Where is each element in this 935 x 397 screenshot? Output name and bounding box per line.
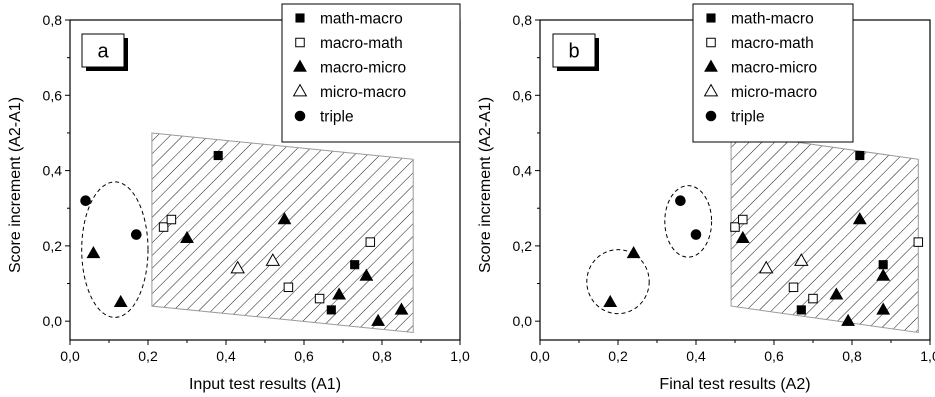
legend-label: macro-micro: [320, 60, 406, 77]
x-tick-label: 0,2: [138, 348, 158, 364]
chart-panel-a: 0,0 0,2 0,4 0,6 0,8 1,0 0,0 0,2 0,4 0,6 0,8 Input…: [7, 4, 470, 393]
legend-marker-math-macro: [707, 14, 716, 23]
panel-label-box: b: [553, 34, 599, 71]
x-tick-label: 0,0: [530, 348, 550, 364]
panel-label: b: [568, 41, 579, 63]
legend-label: macro-micro: [731, 60, 817, 77]
data-point-macro-micro: [627, 247, 640, 258]
data-point-math-macro: [327, 306, 336, 315]
legend-label: triple: [320, 109, 354, 126]
data-point-math-macro: [214, 151, 223, 160]
data-point-macro-math: [789, 283, 798, 292]
x-tick-label: 0,6: [764, 348, 784, 364]
y-tick-label: 0,8: [43, 12, 63, 28]
data-point-triple: [81, 196, 91, 206]
y-tick-label: 0,0: [513, 313, 533, 329]
data-point-macro-math: [809, 294, 818, 303]
legend: math-macro macro-math macro-micro micro-mac…: [693, 4, 853, 142]
y-tick-label: 0,2: [513, 238, 533, 254]
x-tick-label: 0,2: [608, 348, 628, 364]
data-point-macro-math: [315, 294, 324, 303]
y-tick-label: 0,6: [513, 87, 533, 103]
dashed-ellipses: [587, 186, 712, 314]
hatched-region: [152, 133, 413, 333]
data-point-macro-micro: [604, 296, 617, 307]
data-point-macro-math: [159, 223, 168, 232]
data-point-math-macro: [879, 260, 888, 269]
y-tick-label: 0,4: [513, 163, 533, 179]
legend-label: math-macro: [320, 11, 403, 28]
data-point-math-macro: [350, 260, 359, 269]
legend-label: triple: [731, 109, 765, 126]
dashed-ellipse: [587, 250, 649, 314]
data-point-macro-math: [731, 223, 740, 232]
x-tick-label: 0,4: [216, 348, 236, 364]
data-point-math-macro: [797, 306, 806, 315]
x-tick-label: 0,0: [60, 348, 80, 364]
y-tick-label: 0,2: [43, 238, 63, 254]
legend-marker-macro-math: [296, 38, 305, 47]
x-tick-label: 0,8: [842, 348, 862, 364]
legend-marker-triple: [706, 111, 716, 121]
data-point-macro-math: [167, 215, 176, 224]
x-tick-label: 1,0: [450, 348, 470, 364]
legend: math-macro macro-math macro-micro micro-mac…: [282, 4, 460, 142]
y-axis-ticks: 0,0 0,2 0,4 0,6 0,8: [43, 12, 70, 329]
y-axis-ticks: 0,0 0,2 0,4 0,6 0,8: [513, 12, 540, 329]
data-point-macro-math: [284, 283, 293, 292]
y-tick-label: 0,0: [43, 313, 63, 329]
dashed-ellipse: [665, 186, 712, 258]
y-tick-label: 0,4: [43, 163, 63, 179]
data-point-macro-micro: [87, 247, 100, 258]
legend-label: macro-math: [320, 35, 403, 52]
panel-label-box: a: [82, 34, 128, 71]
legend-label: micro-macro: [320, 84, 406, 101]
data-point-macro-math: [914, 238, 923, 247]
data-point-math-macro: [856, 151, 865, 160]
data-point-triple: [131, 230, 141, 240]
legend-label: math-macro: [731, 11, 814, 28]
chart-panel-b: 0,0 0,2 0,4 0,6 0,8 1,0 0,0 0,2 0,4 0,6 0,8 Final…: [477, 4, 935, 393]
legend-label: macro-math: [731, 35, 814, 52]
y-tick-label: 0,6: [43, 87, 63, 103]
data-point-triple: [675, 196, 685, 206]
y-tick-label: 0,8: [513, 12, 533, 28]
hatched-polygon: [731, 133, 918, 333]
x-tick-label: 0,4: [686, 348, 706, 364]
hatched-region: [731, 133, 918, 333]
x-axis-label: Input test results (A1): [189, 376, 341, 393]
y-axis-label: Score increment (A2-A1): [477, 97, 494, 273]
x-axis-label: Final test results (A2): [659, 376, 810, 393]
x-tick-label: 0,6: [294, 348, 314, 364]
x-axis-ticks: 0,0 0,2 0,4 0,6 0,8 1,0: [60, 340, 470, 364]
legend-label: micro-macro: [731, 84, 817, 101]
x-tick-label: 0,8: [372, 348, 392, 364]
hatched-polygon: [152, 133, 413, 333]
legend-marker-macro-math: [707, 38, 716, 47]
legend-marker-triple: [295, 111, 305, 121]
data-point-macro-math: [366, 238, 375, 247]
panel-label: a: [97, 41, 109, 63]
y-axis-label: Score increment (A2-A1): [7, 97, 24, 273]
legend-marker-math-macro: [296, 14, 305, 23]
x-axis-ticks: 0,0 0,2 0,4 0,6 0,8 1,0: [530, 340, 935, 364]
data-point-macro-micro: [114, 296, 127, 307]
data-point-macro-math: [739, 215, 748, 224]
x-tick-label: 1,0: [920, 348, 935, 364]
data-point-triple: [691, 230, 701, 240]
